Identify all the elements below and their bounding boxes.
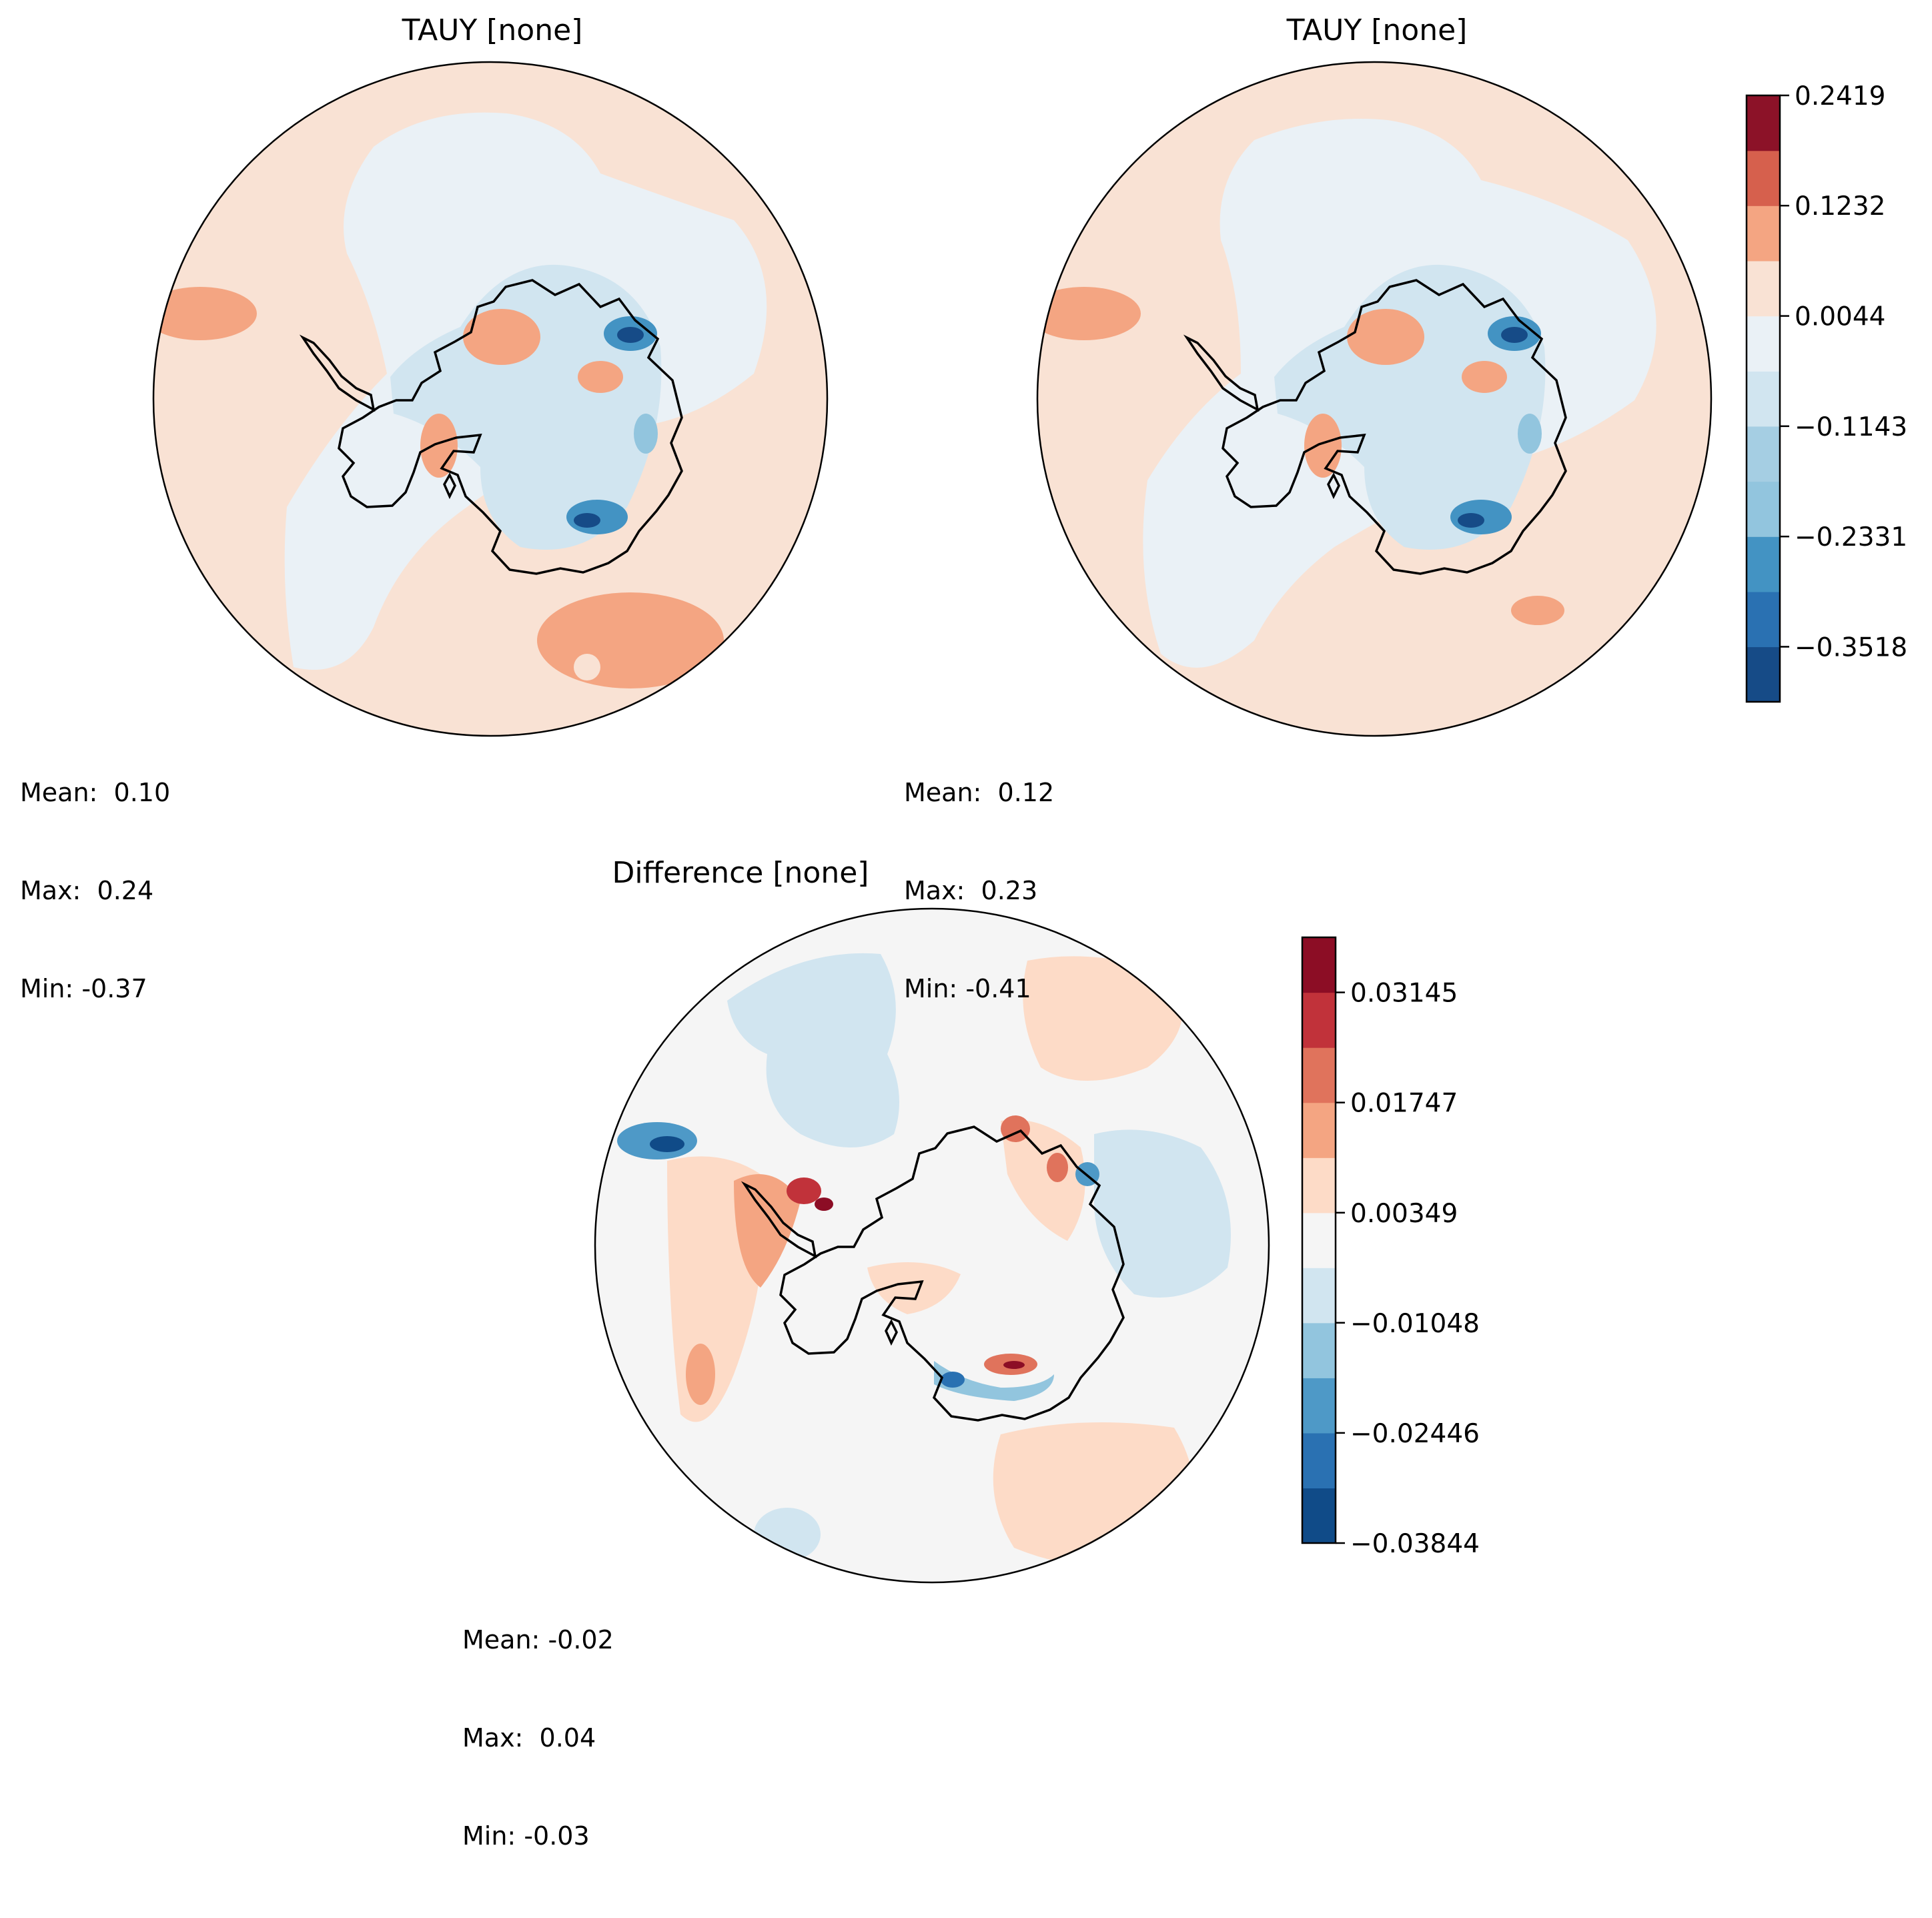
figure: TAUY [none] TAUY [none] Difference [none… — [20, 13, 1907, 1851]
colorbar-diff-segment — [1302, 1322, 1336, 1378]
colorbar-diff-tick-label: 0.03145 — [1350, 979, 1458, 1009]
colorbar-main-segment — [1747, 260, 1780, 317]
stat-min: Min: -0.41 — [904, 974, 1031, 1003]
colorbar-main-segment — [1747, 371, 1780, 427]
colorbar-main-tick-label: −0.3518 — [1795, 632, 1907, 662]
colorbar-main-segment — [1747, 426, 1780, 482]
stat-max: Max: 0.23 — [904, 876, 1038, 905]
colorbar-main-tick-label: 0.2419 — [1795, 81, 1885, 111]
colorbar-diff-segment — [1302, 992, 1336, 1048]
colorbar-main-tick-label: 0.0044 — [1795, 302, 1885, 332]
antarctic-field — [787, 1115, 1099, 1401]
colorbar-diff-tick-label: 0.00349 — [1350, 1199, 1458, 1229]
stat-max: Max: 0.04 — [462, 1723, 596, 1753]
colorbar-diff-segment — [1302, 1488, 1336, 1544]
colorbar-diff: 0.03145 0.01747 0.00349 −0.01048 −0.02446 −0.… — [1301, 936, 1480, 1559]
antarctic-field — [390, 264, 662, 550]
positive-region — [1023, 956, 1183, 1081]
positive-region — [734, 1174, 801, 1288]
panel-title-reference: TAUY [none] — [1286, 13, 1468, 47]
map-panel-difference — [594, 907, 1270, 1584]
stat-mean: Mean: 0.10 — [20, 778, 171, 807]
stats-reference: Mean: 0.12 Max: 0.23 Min: -0.41 — [904, 711, 1054, 1071]
colorbar-main-tick-label: −0.1143 — [1795, 412, 1907, 442]
colorbar-main-segment — [1747, 536, 1780, 592]
colorbar-main-tick-label: 0.1232 — [1795, 191, 1885, 221]
negative-region — [153, 574, 173, 680]
colorbar-diff-tick-label: 0.01747 — [1350, 1089, 1458, 1119]
stats-test: Mean: 0.10 Max: 0.24 Min: -0.37 — [20, 711, 170, 1071]
map-boundary — [594, 907, 1270, 1584]
positive-region — [574, 654, 600, 680]
positive-region — [993, 1422, 1194, 1566]
negative-region — [754, 1508, 821, 1561]
colorbar-diff-tick-label: −0.01048 — [1350, 1309, 1480, 1339]
negative-region — [650, 1136, 684, 1152]
stat-mean: Mean: 0.12 — [904, 778, 1055, 807]
colorbar-diff-segment — [1302, 1212, 1336, 1268]
colorbar-main-segment — [1747, 95, 1780, 151]
colorbar-diff-segment — [1302, 1378, 1336, 1434]
colorbar-diff-frame — [1301, 936, 1337, 1544]
colorbar-main: 0.2419 0.1232 0.0044 −0.1143 −0.2331 −0.3518 — [1745, 81, 1907, 703]
panel-title-difference: Difference [none] — [612, 856, 869, 890]
colorbar-diff-segment — [1302, 1157, 1336, 1214]
map-boundary — [1036, 61, 1713, 737]
positive-region — [686, 1344, 715, 1405]
colorbar-main-segment — [1747, 205, 1780, 262]
colorbar-diff-segment — [1302, 1268, 1336, 1324]
stat-min: Min: -0.37 — [20, 974, 147, 1003]
map-boundary — [152, 61, 829, 737]
stat-max: Max: 0.24 — [20, 876, 154, 905]
colorbar-main-segment — [1747, 481, 1780, 537]
colorbar-diff-tick-label: −0.03844 — [1350, 1529, 1480, 1559]
stats-difference: Mean: -0.02 Max: 0.04 Min: -0.03 — [462, 1558, 614, 1918]
colorbar-main-tick-label: −0.2331 — [1795, 522, 1907, 552]
colorbar-diff-segment — [1302, 1047, 1336, 1103]
negative-region — [727, 953, 899, 1147]
positive-region — [537, 592, 724, 688]
colorbar-main-segment — [1747, 646, 1780, 702]
antarctic-field — [1274, 264, 1546, 550]
stat-min: Min: -0.03 — [462, 1821, 590, 1851]
negative-region — [1094, 1129, 1231, 1298]
colorbar-diff-segment — [1302, 937, 1336, 993]
panel-title-test: TAUY [none] — [402, 13, 583, 47]
positive-region — [1037, 287, 1141, 340]
map-panel-reference — [1036, 61, 1713, 737]
colorbar-main-segment — [1747, 316, 1780, 372]
colorbar-diff-segment — [1302, 1432, 1336, 1489]
positive-region — [153, 287, 257, 340]
colorbar-diff-tick-label: −0.02446 — [1350, 1419, 1480, 1449]
map-panel-test — [152, 61, 829, 737]
colorbar-main-frame — [1745, 94, 1781, 703]
chart-canvas: 0.24190.12320.0044−0.1143−0.2331−0.3518 … — [152, 61, 1907, 1584]
colorbar-main-segment — [1747, 591, 1780, 648]
colorbar-diff-segment — [1302, 1102, 1336, 1158]
stat-mean: Mean: -0.02 — [462, 1625, 614, 1654]
colorbar-main-segment — [1747, 150, 1780, 206]
positive-region — [1511, 596, 1564, 625]
